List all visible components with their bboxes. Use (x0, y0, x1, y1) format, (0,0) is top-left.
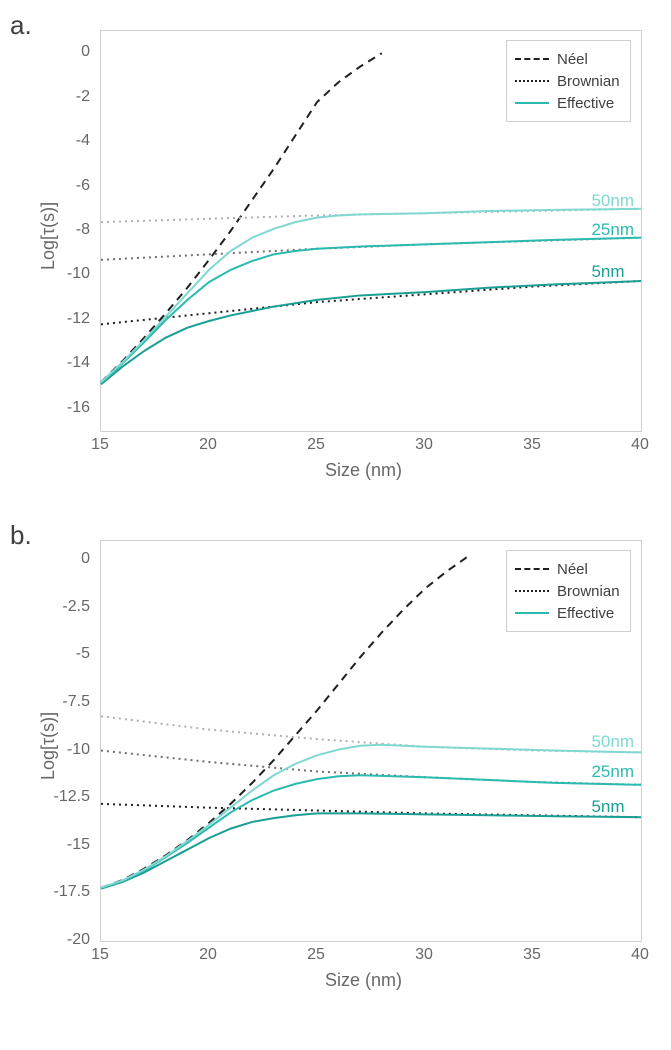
panel_b-legend-item: Néel (515, 558, 620, 580)
panel_a-series-brownian_25nm (101, 238, 641, 260)
panel_b-y-tick: 0 (50, 550, 90, 568)
panel_a-legend-item: Brownian (515, 70, 620, 92)
panel_b-y-axis-title: Log[τ(s)] (38, 712, 59, 780)
panel_b-series-brownian_50nm (101, 716, 641, 752)
panel_a-y-tick: -14 (50, 354, 90, 372)
panel_b-y-tick: -15 (50, 836, 90, 854)
panel_b-x-axis-title: Size (nm) (325, 970, 402, 991)
panel_b-series-effective_5nm (101, 813, 641, 888)
panel_a-annotation: 5nm (591, 262, 624, 282)
panel_b-label: b. (10, 520, 32, 551)
panel_b-series-brownian_25nm (101, 751, 641, 785)
panel_b-y-tick: -12.5 (50, 788, 90, 806)
panel_b-legend: Néel Brownian Effective (506, 550, 631, 632)
panel_a-x-tick: 30 (415, 436, 433, 454)
panel_a-legend-item: Néel (515, 48, 620, 70)
panel_b-y-tick: -2.5 (50, 598, 90, 616)
legend-swatch-icon (515, 590, 549, 592)
panel_a-y-tick: -4 (50, 132, 90, 150)
panel_b-annotation: 25nm (591, 762, 634, 782)
panel_a-x-tick: 20 (199, 436, 217, 454)
panel_b-legend-label: Néel (557, 561, 588, 578)
panel_a-y-tick: -16 (50, 399, 90, 417)
panel_a-series-brownian_5nm (101, 281, 641, 324)
panel_a-legend-label: Brownian (557, 73, 620, 90)
panel_b-legend-item: Effective (515, 602, 620, 624)
panel_a-legend: Néel Brownian Effective (506, 40, 631, 122)
legend-swatch-icon (515, 102, 549, 104)
panel_a-y-axis-title: Log[τ(s)] (38, 202, 59, 270)
panel_a-x-tick: 40 (631, 436, 649, 454)
panel_b-legend-label: Brownian (557, 583, 620, 600)
panel_a-legend-item: Effective (515, 92, 620, 114)
panel_a-y-tick: 0 (50, 43, 90, 61)
panel_b-x-tick: 30 (415, 946, 433, 964)
panel_b-y-tick: -7.5 (50, 693, 90, 711)
panel_a-x-tick: 25 (307, 436, 325, 454)
legend-swatch-icon (515, 568, 549, 570)
panel_b-annotation: 5nm (591, 797, 624, 817)
panel_a-y-tick: -6 (50, 177, 90, 195)
panel_a-series-neel (101, 53, 382, 382)
panel_a-x-axis-title: Size (nm) (325, 460, 402, 481)
panel_a-annotation: 50nm (591, 191, 634, 211)
panel_a-series-effective_5nm (101, 281, 641, 384)
panel_b-annotation: 50nm (591, 732, 634, 752)
legend-swatch-icon (515, 58, 549, 60)
panel_a-y-tick: -12 (50, 310, 90, 328)
panel_a-label: a. (10, 10, 32, 41)
panel_b-x-tick: 40 (631, 946, 649, 964)
panel_b-y-tick: -5 (50, 645, 90, 663)
panel_b-series-effective_25nm (101, 775, 641, 887)
panel_a-annotation: 25nm (591, 220, 634, 240)
panel_a-legend-label: Néel (557, 51, 588, 68)
panel_b-series-neel (101, 556, 468, 887)
panel_a-x-tick: 15 (91, 436, 109, 454)
panel_b-x-tick: 25 (307, 946, 325, 964)
panel_a-y-tick: -2 (50, 88, 90, 106)
legend-swatch-icon (515, 80, 549, 82)
panel_b-legend-item: Brownian (515, 580, 620, 602)
panel_b-legend-label: Effective (557, 605, 614, 622)
panel_b-y-tick: -17.5 (50, 883, 90, 901)
panel_b-x-tick: 15 (91, 946, 109, 964)
panel_b-y-tick: -20 (50, 931, 90, 949)
panel_a-series-effective_25nm (101, 238, 641, 384)
panel_b-x-tick: 35 (523, 946, 541, 964)
legend-swatch-icon (515, 612, 549, 614)
figure-container: a.152025303540-16-14-12-10-8-6-4-20Size … (0, 0, 671, 1050)
panel_a-x-tick: 35 (523, 436, 541, 454)
panel_b-series-brownian_5nm (101, 804, 641, 817)
panel_b-x-tick: 20 (199, 946, 217, 964)
panel_a-legend-label: Effective (557, 95, 614, 112)
